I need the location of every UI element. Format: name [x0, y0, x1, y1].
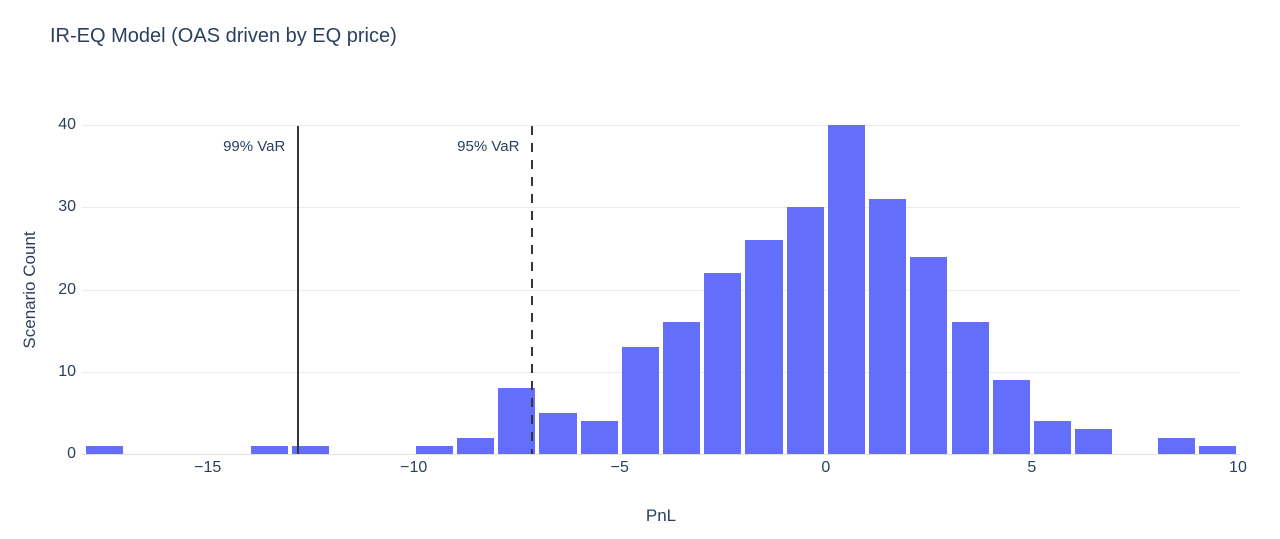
histogram-bar[interactable] [663, 322, 701, 454]
histogram-bar[interactable] [292, 445, 330, 454]
histogram-bar[interactable] [457, 437, 495, 454]
histogram-bar[interactable] [250, 445, 289, 454]
x-tick-label: −10 [400, 459, 428, 476]
histogram-bar[interactable] [1198, 445, 1236, 454]
histogram-bar[interactable] [580, 421, 618, 454]
y-tick-label: 0 [67, 445, 76, 462]
gridline [82, 289, 1240, 291]
var-line-dashed [531, 126, 534, 454]
x-tick-label: −5 [610, 459, 629, 476]
x-tick-label: 0 [821, 459, 831, 476]
histogram-bar[interactable] [1157, 437, 1195, 454]
y-tick-label: 20 [58, 280, 76, 298]
x-tick-label: 10 [1229, 459, 1247, 476]
histogram-bar[interactable] [621, 347, 659, 454]
histogram-bar[interactable] [869, 199, 907, 454]
var-line-solid [297, 126, 300, 454]
y-tick-label: 10 [58, 362, 76, 380]
x-tick-label: 5 [1027, 459, 1037, 476]
histogram-bar[interactable] [86, 445, 124, 454]
y-tick-label: 40 [58, 116, 76, 133]
gridline [82, 371, 1240, 373]
histogram-bar[interactable] [539, 412, 577, 454]
x-axis-title: PnL [645, 506, 677, 525]
var-line-label: 99% VaR [223, 138, 286, 155]
histogram-bar[interactable] [951, 322, 989, 454]
histogram-bar[interactable] [910, 256, 948, 454]
chart-title: IR-EQ Model (OAS driven by EQ price) [50, 25, 397, 47]
var-line-label: 95% VaR [457, 138, 520, 155]
gridline [82, 125, 1240, 126]
histogram-bar[interactable] [415, 445, 453, 454]
histogram-bar[interactable] [1075, 429, 1113, 454]
histogram-bar[interactable] [745, 240, 783, 454]
histogram-bar[interactable] [1033, 421, 1072, 454]
histogram-bar[interactable] [498, 388, 536, 454]
x-tick-label: −15 [194, 459, 222, 476]
x-axis-line [82, 454, 1240, 455]
y-tick-label: 30 [58, 198, 76, 216]
histogram-bar[interactable] [704, 273, 742, 454]
histogram-bar[interactable] [992, 379, 1030, 454]
histogram-bar[interactable] [786, 207, 824, 454]
histogram-bar[interactable] [827, 125, 865, 454]
gridline [82, 207, 1240, 209]
